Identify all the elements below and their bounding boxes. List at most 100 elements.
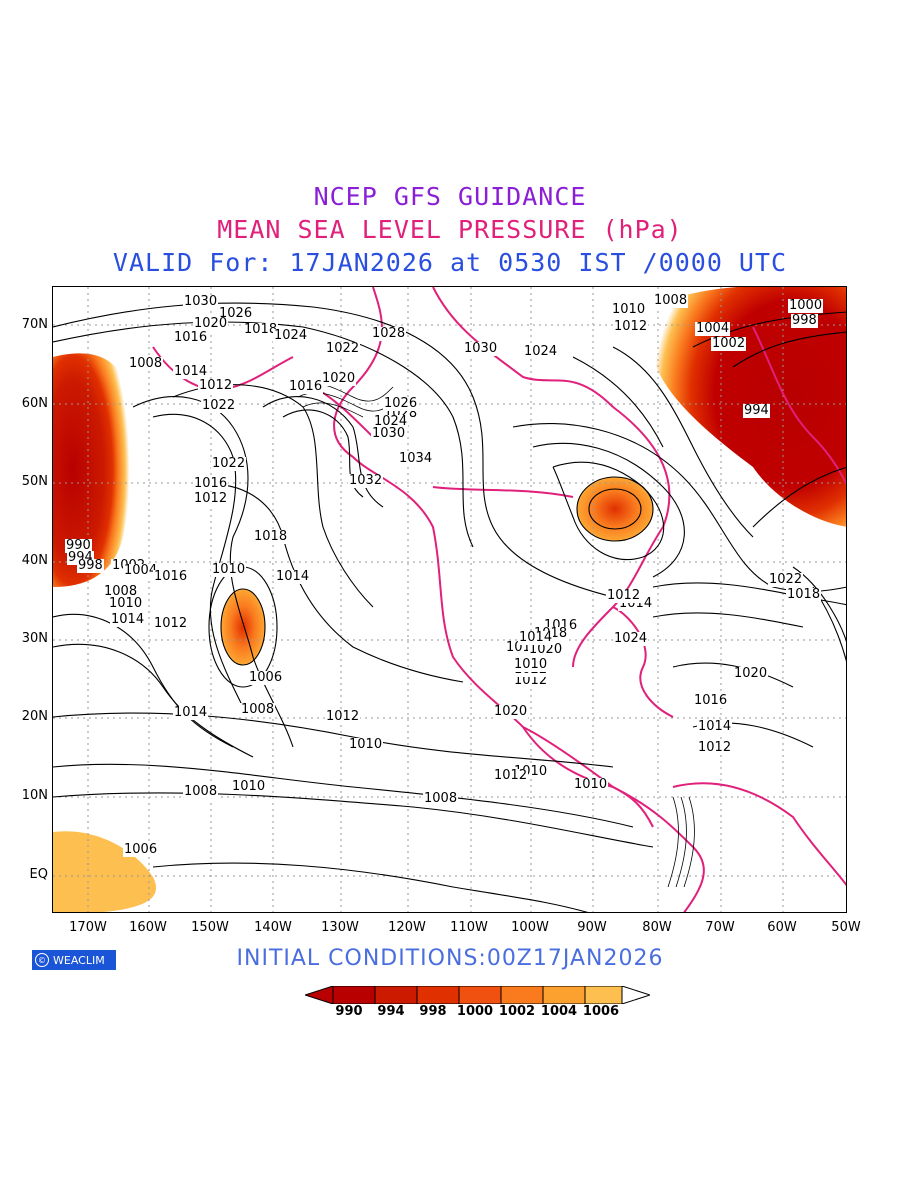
contour-label: 1008 bbox=[423, 791, 459, 806]
map-canvas bbox=[53, 287, 846, 912]
contour-label: 1008 bbox=[653, 293, 689, 308]
contour-label: 1008 bbox=[128, 356, 164, 371]
contour-label: 998 bbox=[77, 558, 104, 573]
contour-label: 1020 bbox=[493, 704, 529, 719]
title-line-1: NCEP GFS GUIDANCE bbox=[313, 182, 587, 211]
contour-label: 1020 bbox=[528, 642, 564, 657]
colorbar-label-1006: 1006 bbox=[582, 1004, 620, 1019]
lon-label-110w: 110W bbox=[450, 920, 488, 935]
contour-label: 1012 bbox=[493, 768, 529, 783]
contour-label: 1022 bbox=[201, 398, 237, 413]
contour-label: 1016 bbox=[193, 476, 229, 491]
contour-label: 1010 bbox=[573, 777, 609, 792]
contour-label: 1016 bbox=[693, 693, 729, 708]
contour-label: 1010 bbox=[513, 657, 549, 672]
contour-label: 1010 bbox=[108, 596, 144, 611]
contour-label: 1030 bbox=[371, 426, 407, 441]
colorbar-label-1000: 1000 bbox=[456, 1004, 494, 1019]
lat-label-eq: EQ bbox=[29, 867, 48, 882]
contour-label: 1002 bbox=[711, 336, 747, 351]
contour-label: 1018 bbox=[786, 587, 822, 602]
contour-label: 1024 bbox=[613, 631, 649, 646]
lat-label-20n: 20N bbox=[21, 709, 48, 724]
contour-label: 1018 bbox=[253, 529, 289, 544]
contour-label: 1014 bbox=[173, 705, 209, 720]
contour-label: 1010 bbox=[348, 737, 384, 752]
colorbar-bin-1006 bbox=[584, 986, 623, 1004]
low-pressure-fill-pacific bbox=[221, 589, 265, 665]
contour-label: 1020 bbox=[321, 371, 357, 386]
initial-conditions-label: INITIAL CONDITIONS:00Z17JAN2026 bbox=[236, 946, 664, 971]
contour-label: 1004 bbox=[695, 321, 731, 336]
lon-label-170w: 170W bbox=[69, 920, 107, 935]
contour-label: 1022 bbox=[325, 341, 361, 356]
colorbar-bin-994 bbox=[374, 986, 418, 1004]
pressure-map: 1030 1026 1020 1018 1024 1016 1028 1022 1030 1024… bbox=[52, 286, 847, 913]
title-line-2: MEAN SEA LEVEL PRESSURE (hPa) bbox=[217, 215, 683, 244]
contour-label: 1016 bbox=[153, 569, 189, 584]
colorbar bbox=[305, 986, 650, 1004]
lon-label-150w: 150W bbox=[191, 920, 229, 935]
lat-label-30n: 30N bbox=[21, 631, 48, 646]
colorbar-label-1002: 1002 bbox=[498, 1004, 536, 1019]
logo-text: WEACLIM bbox=[53, 953, 105, 967]
low-pressure-fill-west bbox=[53, 353, 134, 587]
contour-label: 1012 bbox=[613, 319, 649, 334]
colorbar-bin-1000 bbox=[458, 986, 502, 1004]
colorbar-label-998: 998 bbox=[419, 1004, 447, 1019]
lon-label-160w: 160W bbox=[129, 920, 167, 935]
contour-label: 1016 bbox=[173, 330, 209, 345]
contour-label: 994 bbox=[743, 403, 770, 418]
colorbar-arrow-high bbox=[621, 986, 650, 1004]
low-pressure-fill-midwest bbox=[577, 477, 653, 541]
contour-label: 1014 bbox=[110, 612, 146, 627]
lon-label-120w: 120W bbox=[388, 920, 426, 935]
lat-label-60n: 60N bbox=[21, 396, 48, 411]
contour-label: 1022 bbox=[211, 456, 247, 471]
contour-label: 1020 bbox=[193, 316, 229, 331]
contour-label: 1010 bbox=[231, 779, 267, 794]
contour-label: 1012 bbox=[513, 673, 549, 688]
contour-label: 1008 bbox=[183, 784, 219, 799]
colorbar-arrow-low bbox=[305, 986, 334, 1004]
lon-label-100w: 100W bbox=[511, 920, 549, 935]
colorbar-bin-990 bbox=[332, 986, 376, 1004]
lat-label-10n: 10N bbox=[21, 788, 48, 803]
contour-label: 1014 bbox=[518, 630, 554, 645]
contour-label: 1016 bbox=[288, 379, 324, 394]
contour-label: 1012 bbox=[198, 378, 234, 393]
lon-label-80w: 80W bbox=[642, 920, 672, 935]
contour-label: 990 bbox=[65, 538, 92, 553]
contour-label: 1030 bbox=[183, 294, 219, 309]
contour-label: 1012 bbox=[193, 491, 229, 506]
contour-label: 1024 bbox=[273, 328, 309, 343]
lat-label-40n: 40N bbox=[21, 553, 48, 568]
weaclim-logo[interactable]: © WEACLIM bbox=[32, 950, 116, 970]
contour-label: 1030 bbox=[463, 341, 499, 356]
contour-label: 1024 bbox=[373, 414, 409, 429]
title-line-3: VALID For: 17JAN2026 at 0530 IST /0000 U… bbox=[112, 248, 788, 277]
contour-label: 1012 bbox=[153, 616, 189, 631]
contour-label: 1012 bbox=[325, 709, 361, 724]
contour-label: 1020 bbox=[733, 666, 769, 681]
colorbar-bin-998 bbox=[416, 986, 460, 1004]
colorbar-bin-1004 bbox=[542, 986, 586, 1004]
copyright-icon: © bbox=[35, 953, 49, 967]
contour-label: 1014 bbox=[173, 364, 209, 379]
contour-label: 1024 bbox=[523, 344, 559, 359]
lat-label-70n: 70N bbox=[21, 317, 48, 332]
lon-label-50w: 50W bbox=[831, 920, 861, 935]
contour-label: 1008 bbox=[240, 702, 276, 717]
contour-label: 1018 bbox=[243, 322, 279, 337]
lon-label-140w: 140W bbox=[254, 920, 292, 935]
contour-label: 1008 bbox=[103, 584, 139, 599]
contour-label: 1014 bbox=[275, 569, 311, 584]
contour-label: 1012 bbox=[697, 740, 733, 755]
contour-label: 1004 bbox=[123, 563, 159, 578]
colorbar-label-994: 994 bbox=[377, 1004, 405, 1019]
colorbar-bin-1002 bbox=[500, 986, 544, 1004]
contour-label: 1006 bbox=[123, 842, 159, 857]
contour-label: 1034 bbox=[398, 451, 434, 466]
contour-label: 998 bbox=[791, 313, 818, 328]
lat-label-50n: 50N bbox=[21, 474, 48, 489]
